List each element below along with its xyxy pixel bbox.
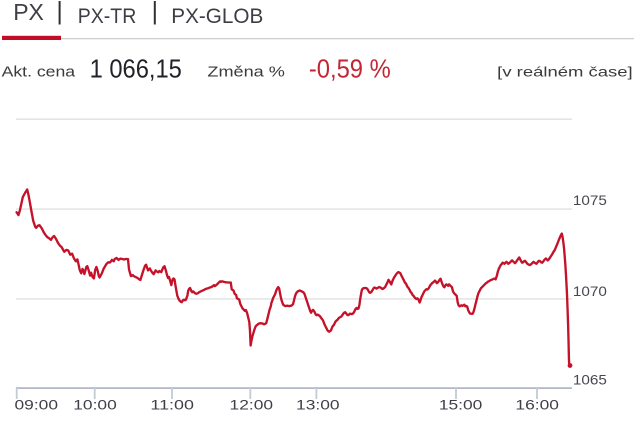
svg-text:16:00: 16:00 <box>515 398 559 413</box>
svg-text:10:00: 10:00 <box>73 398 117 413</box>
svg-text:Akt. cena: Akt. cena <box>2 64 77 80</box>
svg-text:[v reálném čase]: [v reálném čase] <box>497 63 633 79</box>
svg-text:PX: PX <box>13 0 44 25</box>
svg-text:13:00: 13:00 <box>296 398 340 413</box>
svg-text:PX-TR: PX-TR <box>78 5 137 28</box>
svg-text:11:00: 11:00 <box>150 398 194 413</box>
svg-text:12:00: 12:00 <box>230 398 274 413</box>
svg-text:PX-GLOB: PX-GLOB <box>171 5 263 28</box>
svg-text:Změna %: Změna % <box>207 64 285 80</box>
svg-text:09:00: 09:00 <box>15 398 59 413</box>
svg-text:-0,59 %: -0,59 % <box>309 54 391 84</box>
svg-text:1 066,15: 1 066,15 <box>90 54 182 84</box>
svg-text:1070: 1070 <box>573 283 607 299</box>
svg-text:1065: 1065 <box>573 372 607 388</box>
svg-text:1075: 1075 <box>573 192 607 208</box>
svg-text:15:00: 15:00 <box>439 398 483 413</box>
